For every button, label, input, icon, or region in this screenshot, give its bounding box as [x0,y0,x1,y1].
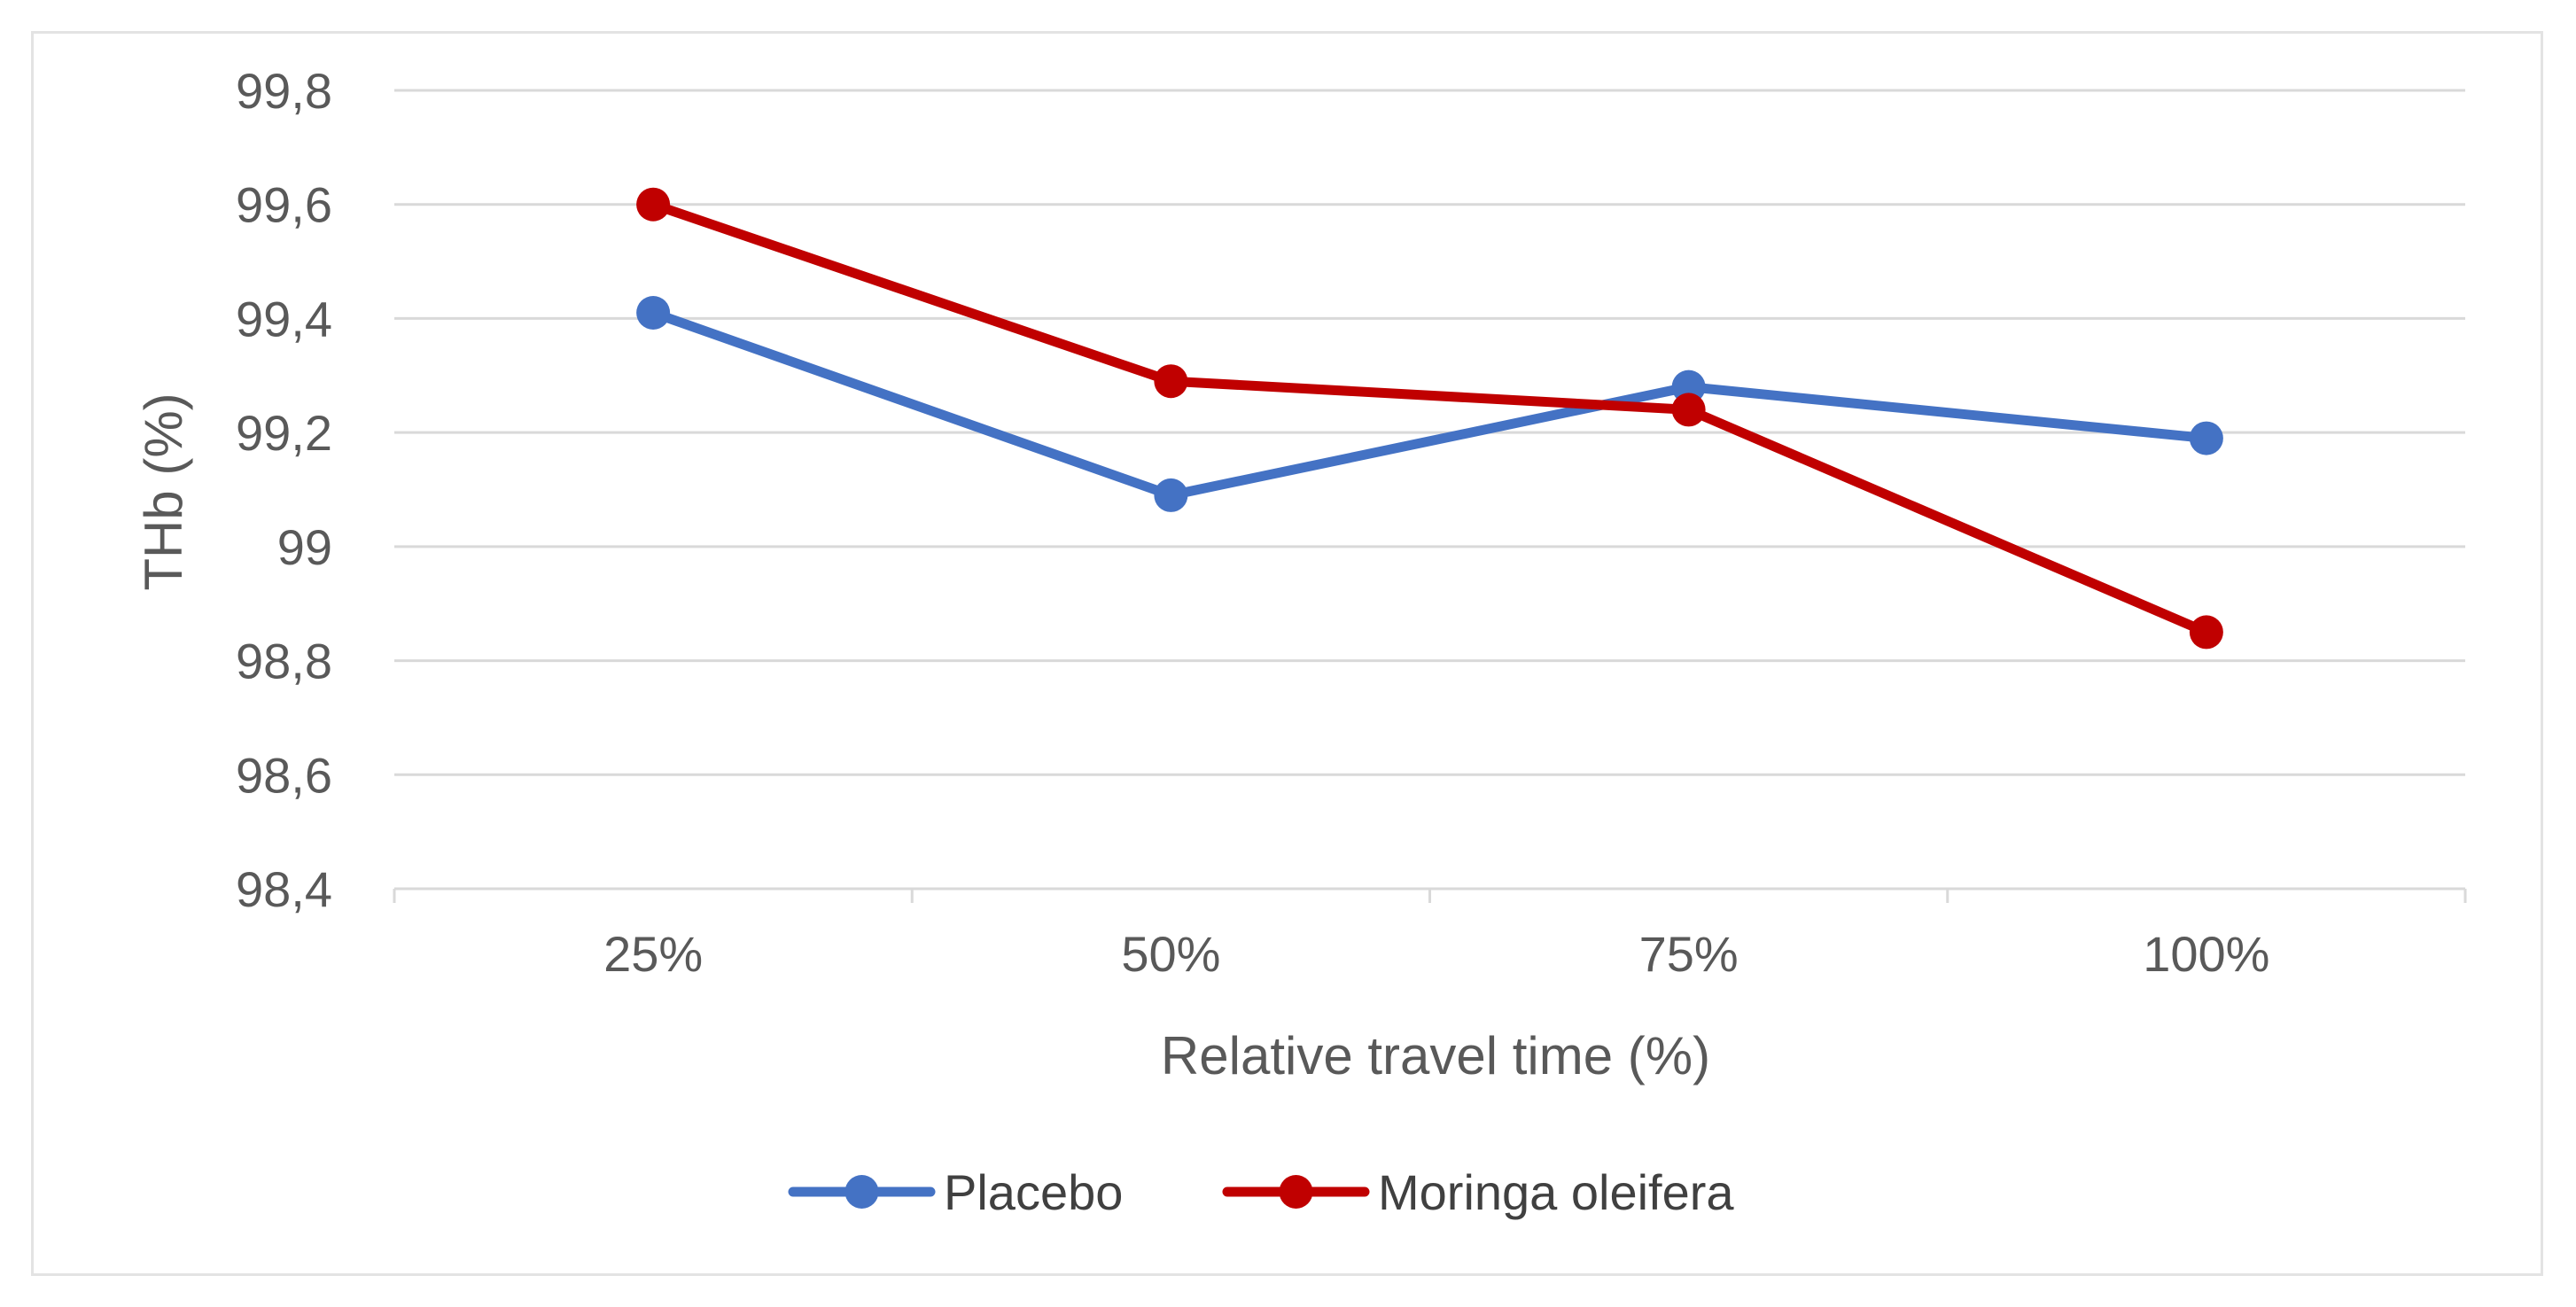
series-moringa-oleifera [636,187,2223,650]
data-point [2189,421,2223,455]
series-layer [636,187,2223,650]
y-tick-label: 98,4 [236,861,332,917]
series-line [648,307,2212,501]
legend-item: Placebo [788,1164,1123,1220]
y-tick-label: 99,6 [236,177,332,233]
legend-label: Moringa oleifera [1378,1164,1734,1220]
data-point [636,187,671,222]
legend: Placebo Moringa oleifera [788,1164,1734,1220]
data-point [1154,478,1188,512]
legend-label: Placebo [944,1164,1123,1220]
legend-swatch-marker [844,1175,879,1209]
y-axis-ticks: 99,8 99,6 99,4 99,2 99 98,8 98,6 98,4 [236,63,332,917]
series-line [648,199,2212,637]
x-tick-label: 100% [2143,926,2269,982]
legend-item: Moringa oleifera [1222,1164,1734,1220]
data-point [1671,393,1706,427]
y-axis-title: THb (%) [134,393,193,590]
series-placebo [636,295,2223,512]
y-tick-label: 99 [277,519,332,575]
x-tick-label: 75% [1639,926,1739,982]
x-tick-label: 25% [603,926,703,982]
chart-frame [31,31,2543,1276]
x-tick-label: 50% [1121,926,1220,982]
y-tick-label: 98,6 [236,747,332,803]
gridlines [394,89,2465,776]
data-point [636,295,671,330]
data-point [1154,364,1188,399]
data-point [2189,615,2223,650]
y-tick-label: 98,8 [236,634,332,689]
x-axis [393,887,2467,903]
x-axis-ticks: 25% 50% 75% 100% [603,926,2269,982]
legend-swatch-marker [1279,1175,1313,1209]
y-tick-label: 99,8 [236,63,332,119]
y-tick-label: 99,2 [236,405,332,461]
x-axis-title: Relative travel time (%) [1161,1026,1710,1085]
y-tick-label: 99,4 [236,291,332,346]
